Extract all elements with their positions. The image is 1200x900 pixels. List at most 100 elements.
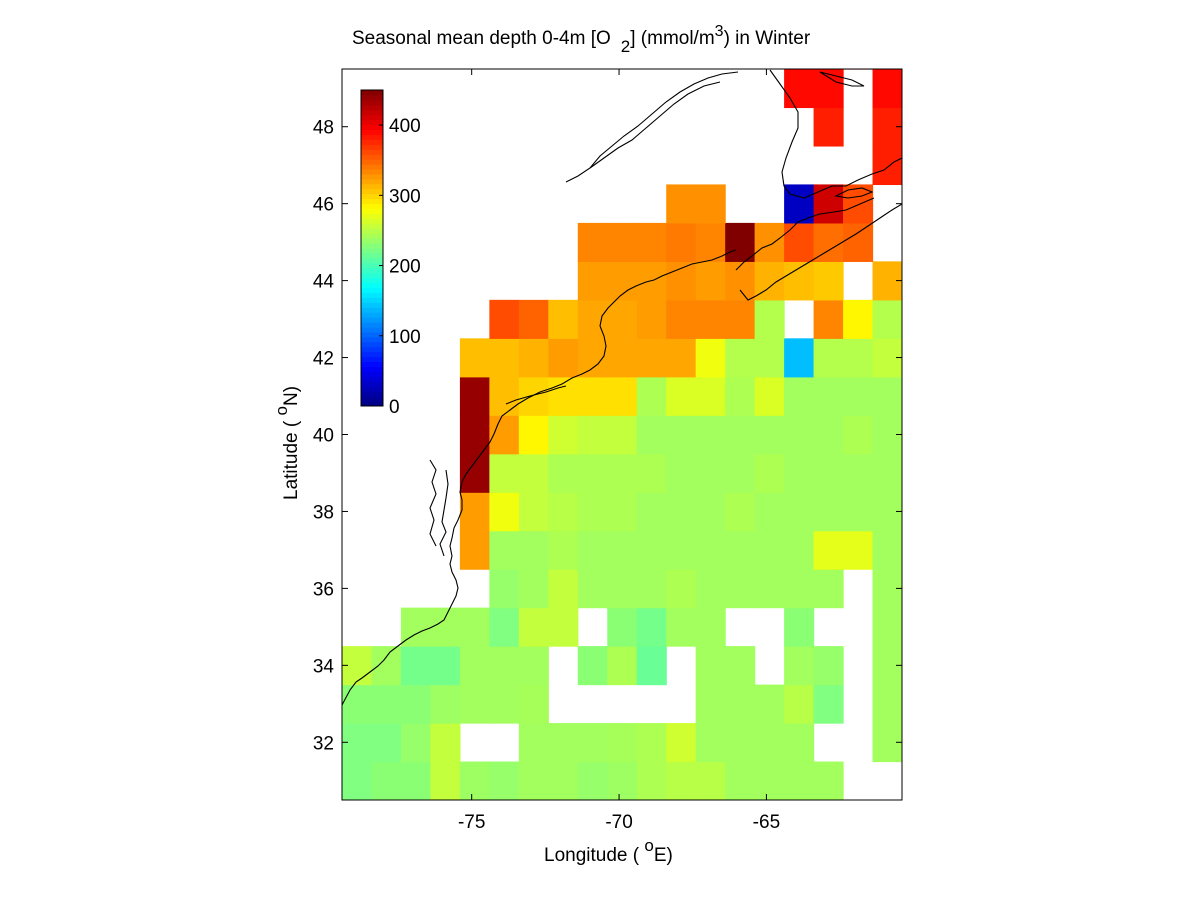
colorbar-swatch	[361, 169, 383, 175]
colorbar-swatch	[361, 129, 383, 135]
heatmap-cell	[607, 492, 638, 532]
colorbar-swatch	[361, 164, 383, 170]
colorbar-swatch	[361, 213, 383, 219]
heatmap-cell	[813, 338, 844, 378]
heatmap-cell	[754, 415, 785, 455]
heatmap-cell	[666, 492, 697, 532]
heatmap-cell	[636, 222, 667, 262]
heatmap-cell	[636, 299, 667, 339]
heatmap-cell	[548, 761, 579, 800]
heatmap-cell	[872, 299, 902, 339]
heatmap-cell	[695, 261, 726, 301]
heatmap-cell	[400, 684, 432, 724]
heatmap-cell	[872, 376, 902, 416]
colorbar: 0 100 200 300 400	[360, 89, 421, 418]
heatmap-cell	[607, 530, 638, 570]
coastline-nova-scotia	[739, 203, 902, 301]
heatmap-cell	[725, 646, 756, 686]
coastline-delmarva	[439, 469, 449, 557]
heatmap-cell	[843, 338, 874, 378]
heatmap-cell	[489, 607, 520, 647]
y-tick-label: 32	[313, 733, 334, 754]
heatmap-cell	[784, 607, 815, 647]
heatmap-cell	[666, 569, 697, 609]
heatmap-cell	[577, 723, 608, 763]
heatmap-cell	[518, 684, 549, 724]
colorbar-swatch	[361, 381, 383, 387]
heatmap-cell	[518, 299, 549, 339]
y-label-prefix: Latitude (	[281, 416, 302, 501]
heatmap-cell	[784, 723, 815, 763]
heatmap-cell	[754, 376, 785, 416]
heatmap-cell	[754, 453, 785, 493]
colorbar-swatch	[361, 159, 383, 165]
heatmap-cell	[666, 415, 697, 455]
colorbar-tick-label: 400	[389, 116, 421, 137]
colorbar-tick-label: 300	[389, 186, 421, 207]
heatmap-cell	[518, 723, 549, 763]
heatmap-cell	[489, 338, 520, 378]
heatmap-cell	[725, 530, 756, 570]
heatmap-cell	[607, 222, 638, 262]
heatmap-cell	[459, 646, 490, 686]
heatmap-cell	[695, 684, 726, 724]
heatmap-cell	[666, 723, 697, 763]
colorbar-swatch	[361, 134, 383, 140]
colorbar-swatch	[361, 297, 383, 303]
colorbar-swatch	[361, 341, 383, 348]
heatmap-cell	[695, 222, 726, 262]
heatmap-cell	[784, 415, 815, 455]
title-middle: ] (mmol/m	[630, 28, 714, 49]
colorbar-swatch	[361, 391, 383, 397]
heatmap-cell	[459, 761, 490, 800]
colorbar-swatch	[361, 248, 383, 254]
colorbar-swatch	[361, 223, 383, 229]
colorbar-swatch	[361, 331, 383, 338]
colorbar-swatch	[361, 262, 383, 269]
colorbar-swatch	[361, 178, 383, 185]
heatmap-cell	[725, 222, 756, 262]
colorbar-swatch	[361, 327, 383, 333]
x-axis-label: Longitude ( oE)	[544, 836, 673, 866]
colorbar-swatch	[361, 183, 383, 190]
colorbar-swatch	[361, 188, 383, 195]
heatmap-cell	[754, 569, 785, 609]
colorbar-swatch	[361, 198, 383, 205]
heatmap-cell	[784, 261, 815, 301]
heatmap-cell	[754, 684, 785, 724]
heatmap-cell	[813, 261, 844, 301]
heatmap-cell	[459, 530, 490, 570]
heatmap-cell	[607, 723, 638, 763]
title-suffix: ) in Winter	[724, 28, 811, 49]
heatmap-cell	[725, 376, 756, 416]
colorbar-swatch	[361, 139, 383, 145]
heatmap-cells	[342, 69, 902, 800]
heatmap-cell	[577, 222, 608, 262]
heatmap-cell	[577, 338, 608, 378]
heatmap-cell	[784, 184, 815, 224]
colorbar-swatch	[361, 312, 383, 318]
x-axis: -75 -70 -65	[458, 69, 780, 833]
heatmap-cell	[695, 646, 726, 686]
heatmap-cell	[518, 530, 549, 570]
y-tick-label: 48	[313, 118, 334, 139]
heatmap-cell	[784, 453, 815, 493]
heatmap-cell	[754, 222, 785, 262]
heatmap-cell	[607, 761, 638, 800]
heatmap-cell	[695, 530, 726, 570]
heatmap-cell	[872, 69, 902, 70]
colorbar-swatch	[361, 252, 383, 259]
colorbar-swatch	[361, 351, 383, 358]
colorbar-swatch	[361, 90, 383, 96]
coastline-us-east	[342, 249, 737, 706]
heatmap-cell	[636, 338, 667, 378]
x-label-suffix: E)	[654, 845, 673, 866]
heatmap-cell	[843, 69, 874, 70]
heatmap-cell	[430, 607, 461, 647]
heatmap-cell	[430, 761, 461, 800]
heatmap-cell	[754, 761, 785, 800]
heatmap-cell	[548, 723, 579, 763]
heatmap-cell	[636, 376, 667, 416]
heatmap-cell	[813, 530, 844, 570]
heatmap-cell	[784, 569, 815, 609]
